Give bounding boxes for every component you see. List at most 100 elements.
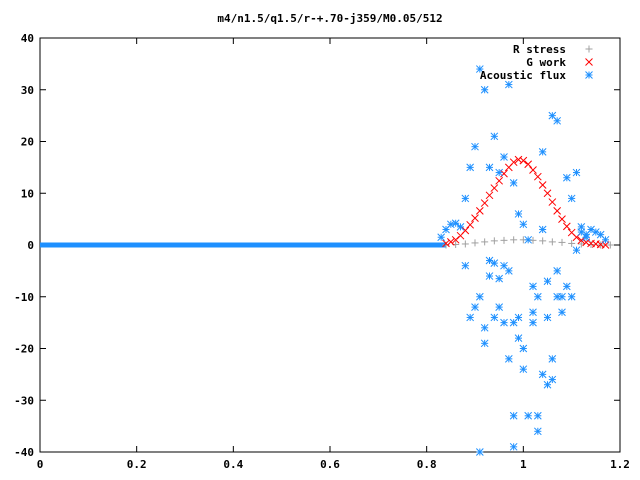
g-work-point [538, 181, 547, 189]
acoustic-flux-point [567, 292, 576, 301]
r-stress-point [539, 237, 547, 245]
acoustic-flux-point [485, 163, 494, 172]
r-stress-point [558, 238, 566, 246]
r-stress-point [471, 239, 479, 247]
acoustic-flux-point [548, 354, 557, 363]
g-work-point [461, 226, 470, 235]
series-r-stress [442, 236, 614, 249]
x-tick-label: 1 [520, 458, 527, 471]
g-work-point [577, 236, 586, 245]
acoustic-flux-point [451, 219, 460, 228]
acoustic-flux-point [553, 267, 562, 275]
r-stress-point [568, 239, 576, 247]
acoustic-flux-point [495, 274, 504, 283]
acoustic-flux-point [538, 370, 547, 379]
legend-marker-g-work [585, 58, 593, 66]
g-work-point [485, 191, 494, 200]
series-acoustic-flux [437, 65, 610, 456]
r-stress-point [606, 241, 614, 249]
g-work-point [519, 156, 528, 165]
acoustic-flux-point [572, 168, 581, 177]
acoustic-flux-point [475, 448, 484, 456]
acoustic-flux-point [456, 223, 465, 231]
acoustic-flux-point [519, 365, 528, 374]
acoustic-flux-point [485, 272, 494, 280]
y-tick-label: 0 [27, 239, 34, 252]
g-work-point [500, 169, 508, 178]
acoustic-flux-point [548, 375, 557, 384]
acoustic-flux-point [529, 282, 537, 291]
legend-label-r-stress: R stress [513, 43, 566, 56]
r-stress-point [510, 236, 518, 244]
acoustic-flux-point [524, 235, 533, 244]
y-tick-label: 30 [21, 84, 34, 97]
acoustic-flux-point [582, 233, 591, 242]
g-work-point [480, 199, 489, 207]
acoustic-flux-point [504, 267, 513, 275]
r-stress-point [481, 238, 489, 246]
acoustic-flux-point [519, 344, 528, 353]
y-tick-label: 10 [21, 187, 34, 200]
r-stress-point [490, 237, 498, 245]
r-stress-point [577, 240, 585, 248]
chart-title: m4/n1.5/q1.5/r-+.70-j359/M0.05/512 [217, 12, 442, 25]
g-work-point [548, 198, 557, 206]
acoustic-flux-point [490, 313, 499, 322]
acoustic-flux-point [446, 220, 455, 229]
acoustic-flux-point [475, 65, 484, 73]
acoustic-flux-point [490, 132, 499, 141]
acoustic-flux-point [495, 168, 504, 177]
x-tick-label: 1.2 [610, 458, 630, 471]
g-work-point [495, 176, 504, 185]
x-tick-label: 0.6 [320, 458, 340, 471]
y-tick-label: -10 [14, 291, 34, 304]
g-work-point [529, 166, 537, 174]
acoustic-flux-point [504, 354, 513, 363]
acoustic-flux-point [461, 261, 470, 270]
x-tick-label: 0.2 [127, 458, 147, 471]
g-work-point [533, 172, 542, 181]
g-work-point [446, 238, 455, 246]
legend-label-g-work: G work [526, 56, 566, 69]
acoustic-flux-point [471, 142, 479, 151]
legend-label-acoustic-flux: Acoustic flux [480, 69, 566, 82]
acoustic-flux-point [538, 225, 547, 234]
acoustic-flux-point [509, 411, 518, 420]
g-work-point [562, 222, 571, 231]
r-stress-point [461, 240, 469, 248]
r-stress-point [529, 236, 537, 244]
acoustic-flux-point [533, 292, 542, 301]
acoustic-flux-point [480, 323, 489, 332]
acoustic-flux-point [466, 163, 475, 172]
acoustic-flux-point [533, 411, 542, 420]
acoustic-flux-point [475, 292, 484, 301]
g-work-point [543, 189, 552, 198]
acoustic-flux-point [509, 442, 518, 451]
r-stress-point [548, 238, 556, 246]
acoustic-flux-point [495, 303, 504, 311]
acoustic-flux-point [480, 85, 489, 94]
acoustic-flux-point [529, 308, 537, 317]
acoustic-flux-point [519, 220, 528, 229]
y-tick-label: -30 [14, 394, 34, 407]
x-tick-label: 0.8 [417, 458, 437, 471]
acoustic-flux-point [601, 235, 610, 244]
legend-marker-r-stress [585, 45, 593, 53]
acoustic-flux-point [558, 308, 566, 317]
acoustic-flux-point [437, 233, 446, 242]
acoustic-flux-point [553, 116, 562, 125]
chart-marks [40, 65, 614, 456]
g-work-point [475, 206, 484, 215]
g-work-point [558, 215, 566, 223]
acoustic-flux-point [529, 318, 537, 327]
acoustic-flux-point [562, 282, 571, 291]
acoustic-flux-point [543, 313, 552, 322]
r-stress-point [500, 236, 508, 244]
acoustic-flux-point [514, 334, 523, 343]
acoustic-flux-point [572, 246, 581, 255]
acoustic-flux-point [471, 303, 479, 311]
y-tick-label: -40 [14, 446, 34, 459]
acoustic-flux-point [466, 313, 475, 322]
acoustic-flux-point [461, 194, 470, 203]
